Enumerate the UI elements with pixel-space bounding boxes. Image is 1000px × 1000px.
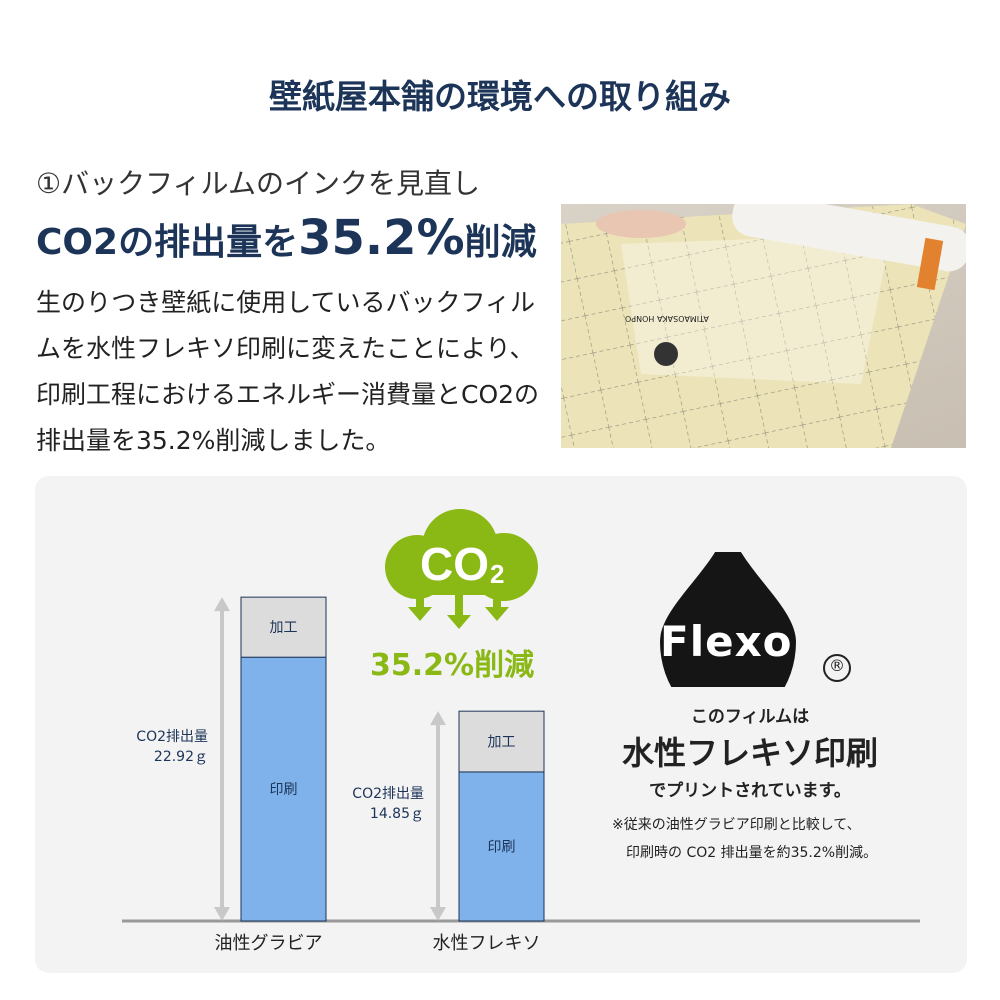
total-label: 14.85ｇ (370, 806, 424, 822)
registered-mark: ® (829, 656, 845, 675)
bar-segment-label: 加工 (270, 620, 298, 636)
cloud-co: CO (420, 538, 489, 590)
arrow-head-up (214, 597, 230, 612)
section-subtitle: ①バックフィルムのインクを見直し (36, 167, 480, 200)
headline-number: 35.2% (298, 210, 465, 266)
bar-加工 (458, 710, 545, 773)
page-title: 壁紙屋本舗の環境への取り組み (269, 77, 731, 116)
flexo-note1: ※従来の油性グラビア印刷と比較して、 (612, 817, 861, 833)
flexo-line3: でプリントされています。 (649, 781, 851, 801)
cloud-sub: 2 (490, 559, 504, 589)
total-label: CO2排出量 (136, 729, 208, 745)
flexo-note2: 印刷時の CO2 排出量を約35.2%削減。 (626, 845, 878, 861)
arrow-head-down (430, 907, 446, 921)
co2-cloud-icon: CO 2 (385, 509, 538, 629)
product-photo: ATIMAOSAKA HONPO (561, 204, 966, 448)
flexo-line1: このフィルムは (690, 707, 810, 727)
total-label: CO2排出量 (352, 786, 424, 802)
total-label: 22.92ｇ (154, 749, 208, 765)
flexo-logo-text: Flexo (660, 617, 793, 666)
bar-segment-label: 加工 (488, 735, 516, 751)
bar-加工 (240, 596, 327, 658)
bar-印刷 (240, 656, 327, 922)
bar-印刷 (458, 771, 545, 922)
body-text: 生のりつき壁紙に使用しているバックフィルムを水性フレキソ印刷に変えたことにより、… (36, 288, 540, 455)
headline: CO2の排出量を35.2%削減 (36, 210, 537, 266)
category-label: 水性フレキソ (433, 933, 541, 954)
arrow-head-up (430, 711, 446, 726)
category-label: 油性グラビア (215, 933, 323, 954)
bar-segment-label: 印刷 (270, 782, 298, 798)
bar-segment-label: 印刷 (488, 839, 516, 855)
reduction-label: 35.2%削減 (370, 648, 535, 683)
flexo-line2: 水性フレキソ印刷 (621, 734, 878, 772)
ink-drop-icon (660, 552, 851, 687)
arrow-head-down (214, 907, 230, 921)
headline-post: 削減 (464, 222, 537, 263)
headline-pre: CO2の排出量を (36, 222, 299, 263)
